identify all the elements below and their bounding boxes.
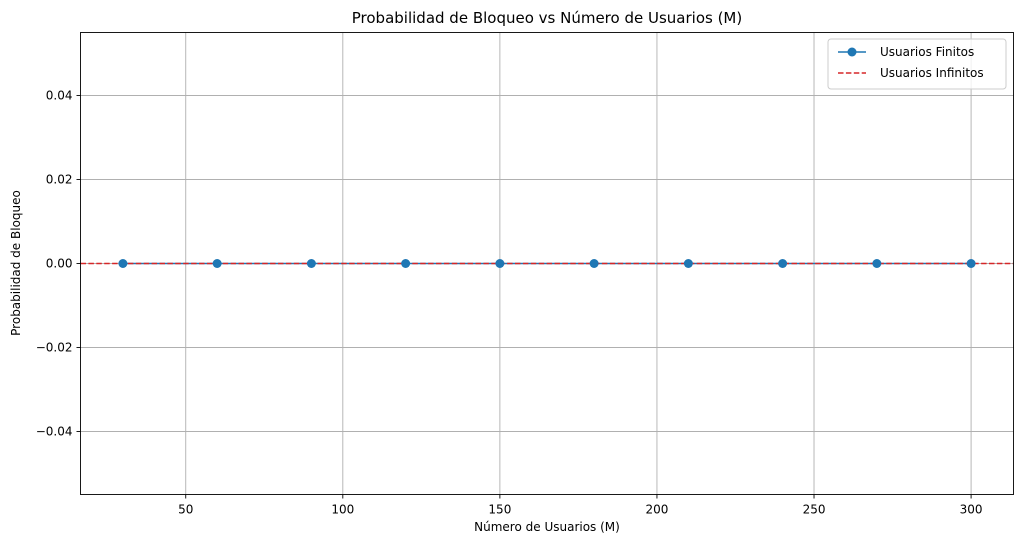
data-point-usuarios-finitos [212, 259, 222, 268]
data-point-usuarios-finitos [778, 259, 788, 268]
x-tick-label: 200 [645, 503, 668, 517]
y-tick-label: 0.04 [46, 89, 73, 103]
y-axis-label: Probabilidad de Bloqueo [9, 190, 23, 336]
data-point-usuarios-finitos [966, 259, 976, 268]
plot-data [80, 259, 1014, 268]
x-tick-label: 50 [178, 503, 193, 517]
legend: Usuarios Finitos Usuarios Infinitos [827, 38, 1007, 90]
data-point-usuarios-finitos [872, 259, 882, 268]
data-point-usuarios-finitos [118, 259, 128, 268]
x-tick-label: 250 [803, 503, 826, 517]
x-tick-label: 300 [960, 503, 983, 517]
data-point-usuarios-finitos [306, 259, 316, 268]
legend-box [827, 38, 1007, 90]
x-tick-label: 150 [488, 503, 511, 517]
data-point-usuarios-finitos [495, 259, 505, 268]
data-point-usuarios-finitos [589, 259, 599, 268]
y-tick-label: 0.00 [46, 257, 73, 271]
x-axis-label: Número de Usuarios (M) [474, 520, 620, 534]
y-tick-label: 0.02 [46, 173, 73, 187]
legend-label-infinite: Usuarios Infinitos [880, 66, 984, 80]
legend-finite-marker [847, 47, 857, 57]
chart-title: Probabilidad de Bloqueo vs Número de Usu… [352, 9, 742, 27]
x-tick-label: 100 [331, 503, 354, 517]
data-point-usuarios-finitos [401, 259, 411, 268]
axis-ticks: 50 100 150 200 250 300 −0.04 −0.02 0.00 0.02 0.04 [36, 89, 983, 517]
legend-label-finite: Usuarios Finitos [880, 45, 974, 59]
y-tick-label: −0.04 [36, 425, 73, 439]
data-point-usuarios-finitos [683, 259, 693, 268]
y-tick-label: −0.02 [36, 341, 73, 355]
